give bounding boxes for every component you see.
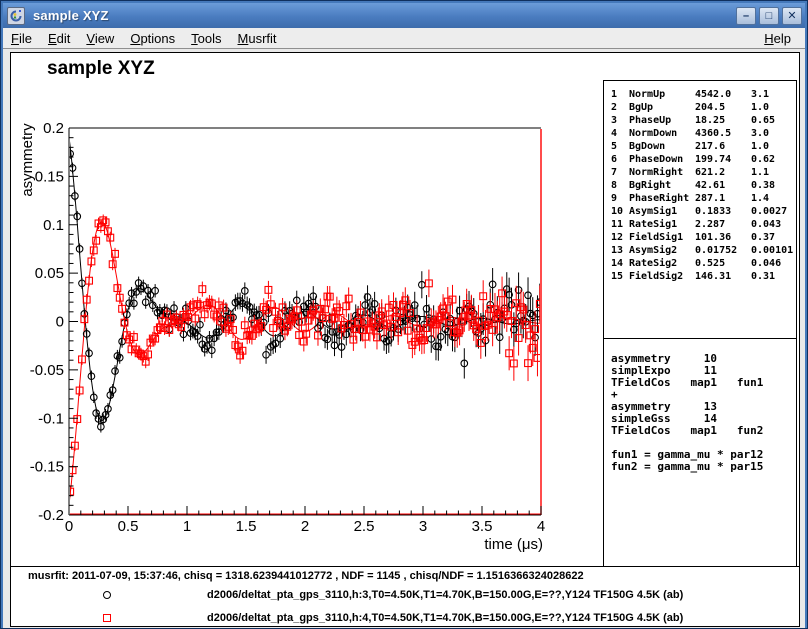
svg-text:-0.15: -0.15 [30,459,64,476]
theory-text: asymmetry 10 simplExpo 11 TFieldCos map1… [611,352,764,473]
param-row: 7 NormRight 621.2 1.1 [611,167,770,178]
svg-text:0: 0 [65,518,73,535]
menu-options[interactable]: Options [130,30,176,46]
titlebar: sample XYZ – □ ✕ [3,3,805,28]
param-row: 3 PhaseUp 18.25 0.65 [611,115,776,126]
svg-text:3: 3 [419,518,427,535]
theory-curve [70,221,540,501]
svg-text:-0.1: -0.1 [38,410,64,427]
svg-text:-0.05: -0.05 [30,362,64,379]
menu-view[interactable]: View [86,30,115,46]
data-series-red-squares [70,214,540,497]
menu-tools[interactable]: Tools [191,30,222,46]
svg-text:2: 2 [301,518,309,535]
plot-title: sample XYZ [47,58,155,79]
app-icon-glyph [10,9,22,21]
param-row: 12 FieldSig1 101.36 0.37 [611,232,776,243]
menu-file[interactable]: File [11,30,32,46]
param-row: 4 NormDown 4360.5 3.0 [611,128,770,139]
y-axis-title: asymmetry [19,123,36,197]
svg-text:4: 4 [537,518,545,535]
theory-block: asymmetry 10 simplExpo 11 TFieldCos map1… [603,338,797,567]
svg-text:1: 1 [183,518,191,535]
window-title: sample XYZ [33,8,109,23]
param-row: 13 AsymSig2 0.01752 0.00101 [611,245,794,256]
theory-curve [70,141,540,422]
param-row: 6 PhaseDown 199.74 0.62 [611,154,776,165]
parameter-stats-box: 1 NormUp 4542.0 3.1 2 BgUp 204.5 1.0 3 PhaseUp 18.… [603,80,797,339]
param-row: 10 AsymSig1 0.1833 0.0027 [611,206,788,217]
fit-status-line: musrfit: 2011-07-09, 15:37:46, chisq = 1… [28,570,584,582]
parameter-rows: 1 NormUp 4542.0 3.1 2 BgUp 204.5 1.0 3 PhaseUp 18.… [611,88,796,283]
legend-open-square-icon [103,614,111,622]
canvas-divider-line [11,566,799,567]
svg-text:0.05: 0.05 [35,265,64,282]
menu-musrfit[interactable]: Musrfit [237,30,277,46]
param-row: 14 RateSig2 0.525 0.046 [611,258,782,269]
svg-text:-0.2: -0.2 [38,507,64,524]
param-row: 15 FieldSig2 146.31 0.31 [611,271,776,282]
window-controls: – □ ✕ [736,6,802,25]
svg-text:0: 0 [56,314,64,331]
legend-run1-label: d2006/deltat_pta_gps_3110,h:3,T0=4.50K,T… [207,589,684,601]
param-row: 1 NormUp 4542.0 3.1 [611,89,770,100]
menu-help[interactable]: Help [764,30,791,46]
plot-pad[interactable]: sample XYZ 0 0.5 1 1.5 2 2.5 3 3.5 4 0.2 0.15 0.1 0.0… [11,53,603,567]
svg-text:0.1: 0.1 [43,217,64,234]
root-canvas: sample XYZ 0 0.5 1 1.5 2 2.5 3 3.5 4 0.2 0.15 0.1 0.0… [10,52,800,627]
param-row: 5 BgDown 217.6 1.0 [611,141,770,152]
app-icon [7,6,25,25]
close-button[interactable]: ✕ [782,6,802,25]
svg-text:1.5: 1.5 [236,518,257,535]
svg-text:0.2: 0.2 [43,120,64,137]
svg-text:2.5: 2.5 [354,518,375,535]
svg-text:0.15: 0.15 [35,168,64,185]
data-series-black-circles [70,148,540,433]
client-area: sample XYZ 0 0.5 1 1.5 2 2.5 3 3.5 4 0.2 0.15 0.1 0.0… [3,49,805,628]
param-row: 9 PhaseRight 287.1 1.4 [611,193,770,204]
menubar: File Edit View Options Tools Musrfit Hel… [3,28,805,49]
svg-text:0.5: 0.5 [118,518,139,535]
x-axis-title: time (μs) [484,536,543,553]
legend-run2-label: d2006/deltat_pta_gps_3110,h:4,T0=4.50K,T… [207,612,684,624]
svg-text:3.5: 3.5 [472,518,493,535]
param-row: 2 BgUp 204.5 1.0 [611,102,770,113]
param-row: 11 RateSig1 2.287 0.043 [611,219,782,230]
legend-open-circle-icon [103,591,111,599]
axes: 0 0.5 1 1.5 2 2.5 3 3.5 4 0.2 0.15 0.1 0.05 0 -0.05 -0.… [30,120,545,535]
menu-edit[interactable]: Edit [47,30,71,46]
minimize-button[interactable]: – [736,6,756,25]
maximize-button[interactable]: □ [759,6,779,25]
param-row: 8 BgRight 42.61 0.38 [611,180,776,191]
